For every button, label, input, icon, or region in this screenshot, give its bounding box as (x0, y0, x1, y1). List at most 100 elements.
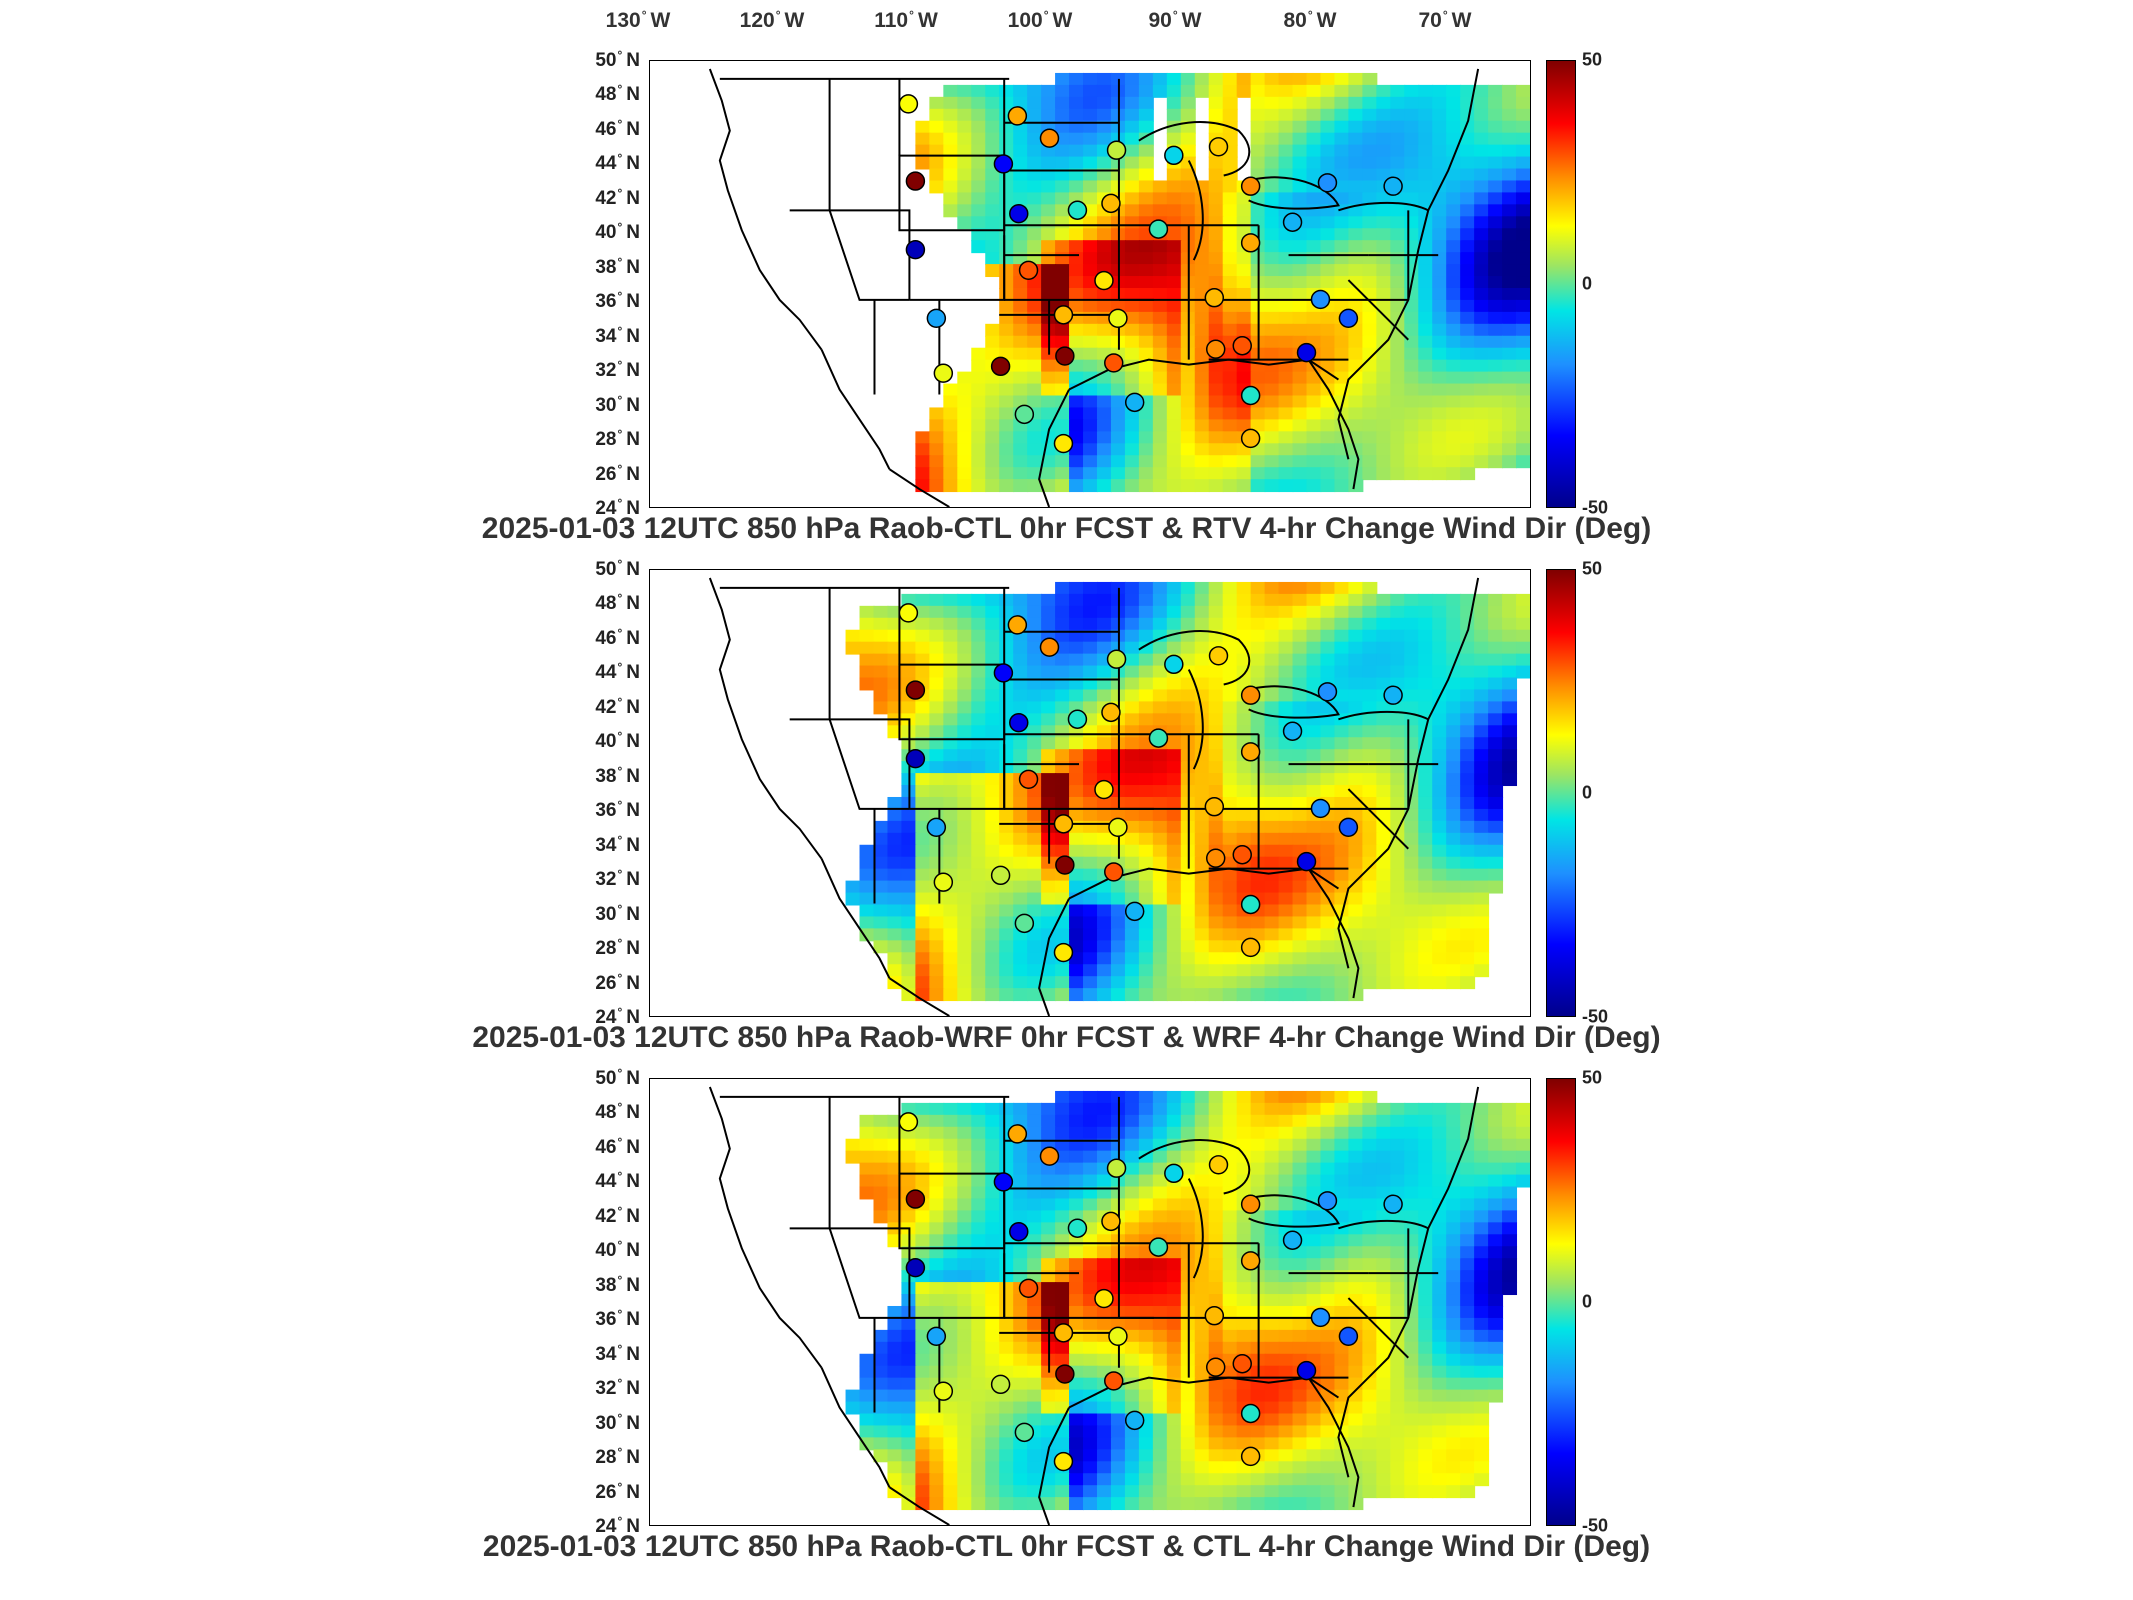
station-marker (1148, 728, 1169, 748)
station-marker (1310, 289, 1331, 310)
station-marker (1232, 336, 1252, 356)
station-marker (1240, 1403, 1261, 1424)
state-boundaries (708, 1086, 1480, 1525)
station-marker (1094, 270, 1114, 291)
boundary-line (1338, 201, 1429, 212)
station-marker (1007, 615, 1028, 635)
map-canvas (708, 1086, 1530, 1525)
lat-label: 36° N (595, 1307, 640, 1331)
boundary-line (1138, 630, 1251, 686)
station-marker (990, 1374, 1011, 1395)
colorbar-tick: 0 (1582, 1291, 1593, 1312)
lon-label: 80° W (1283, 8, 1337, 32)
lat-label: 32° N (595, 357, 640, 382)
boundary-line (1248, 685, 1340, 719)
lat-label: 30° N (595, 1410, 640, 1434)
station-marker (1007, 1124, 1028, 1144)
lon-label: 70° W (1418, 8, 1472, 32)
station-marker (1108, 308, 1128, 329)
panel-caption: 2025-01-03 12UTC 850 hPa Raob-CTL 0hr FC… (481, 512, 1652, 545)
lat-label: 40° N (595, 220, 640, 244)
boundary-line (1038, 898, 1070, 1016)
boundary-line (789, 1227, 911, 1318)
station-marker (1053, 942, 1074, 963)
lat-label: 50° N (595, 47, 640, 72)
station-marker (1317, 173, 1338, 193)
station-marker (1205, 1357, 1226, 1377)
boundary-line (1337, 577, 1480, 969)
station-marker (1296, 851, 1317, 872)
lat-label: 40° N (595, 1238, 640, 1262)
station-marker (1055, 346, 1075, 366)
colorbar-tick: 0 (1582, 273, 1593, 294)
boundary-line (820, 349, 891, 470)
boundary-line (1248, 1194, 1340, 1228)
lat-label: 26° N (595, 1479, 640, 1503)
lat-label: 34° N (595, 323, 640, 347)
station-marker (933, 1381, 954, 1401)
station-marker (1124, 901, 1145, 922)
boundary-line (1338, 710, 1429, 721)
station-marker (1204, 797, 1225, 817)
lat-label: 32° N (595, 1375, 640, 1400)
station-marker (1240, 176, 1261, 196)
station-marker (1282, 1230, 1303, 1250)
station-marker (1204, 1306, 1225, 1326)
colorbar-tick: 50 (1582, 49, 1603, 70)
lon-label: 90° W (1148, 8, 1202, 32)
lat-label: 40° N (595, 729, 640, 753)
wind-dir-field (845, 1090, 1530, 1511)
lat-label: 42° N (595, 185, 640, 210)
lat-label: 48° N (595, 1100, 640, 1124)
station-marker (1164, 1163, 1184, 1184)
lat-label: 24° N (595, 1513, 640, 1538)
lat-label: 48° N (595, 591, 640, 615)
station-marker (1106, 140, 1127, 160)
boundary-line (820, 1367, 891, 1488)
colorbar-tick: -50 (1582, 1006, 1609, 1027)
station-marker (1067, 200, 1088, 220)
boundary-line (1038, 1407, 1070, 1525)
lat-label: 34° N (595, 832, 640, 856)
longitude-axis: 130° W 120° W 110° W 100° W 90° W 80° W 70° W (0, 0, 2133, 50)
boundary-line (1138, 121, 1251, 177)
station-marker (1009, 712, 1029, 733)
station-marker (1240, 742, 1261, 762)
boundary-line (1347, 1297, 1409, 1359)
station-marker (1204, 288, 1225, 308)
boundary-line (1187, 669, 1204, 770)
station-marker (1101, 193, 1121, 214)
station-marker (1383, 685, 1403, 705)
boundary-line (1347, 788, 1409, 850)
station-marker (1101, 1211, 1121, 1232)
station-marker (898, 1112, 919, 1132)
station-marker (1240, 1194, 1261, 1214)
station-marker (1240, 894, 1261, 915)
station-marker (905, 748, 926, 769)
station-marker (1205, 848, 1226, 868)
station-marker (1208, 646, 1229, 666)
lat-label: 46° N (595, 116, 640, 141)
station-marker (1164, 654, 1184, 675)
lat-label: 38° N (595, 254, 640, 278)
map-canvas (708, 577, 1530, 1016)
colorbar-tick: 50 (1582, 1067, 1603, 1088)
lat-label: 24° N (595, 1004, 640, 1029)
panel-caption: 2025-01-03 12UTC 850 hPa Raob-CTL 0hr FC… (482, 1530, 1651, 1563)
station-marker (905, 1189, 926, 1209)
colorbar-tick: 0 (1582, 782, 1593, 803)
boundary-line (1337, 68, 1480, 460)
station-marker (1104, 862, 1124, 882)
map-frame (649, 1078, 1531, 1526)
station-marker (1108, 1326, 1128, 1347)
wind-dir-field (915, 72, 1530, 493)
lat-label: 38° N (595, 763, 640, 787)
lon-label: 120° W (739, 8, 805, 32)
boundary-line (708, 577, 823, 860)
station-marker (933, 872, 954, 892)
station-marker (993, 154, 1014, 174)
station-marker (905, 239, 926, 260)
station-marker (905, 1257, 926, 1278)
boundary-line (789, 209, 911, 300)
boundary-line (1138, 1139, 1251, 1195)
